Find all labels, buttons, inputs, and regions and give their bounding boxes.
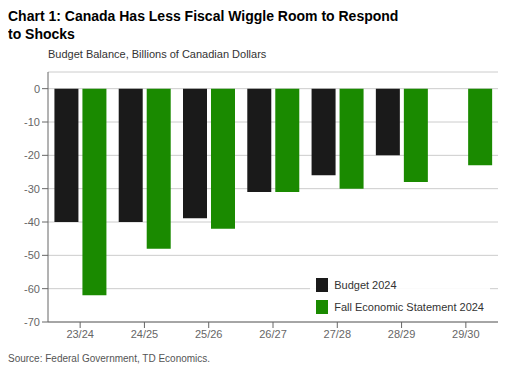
html-text:Source: Federal Government, TD: Source: Federal Government, TD Economics…	[8, 353, 211, 364]
svg-text:28/29: 28/29	[388, 328, 416, 340]
svg-text:29/30: 29/30	[452, 328, 480, 340]
svg-text:-30: -30	[24, 183, 40, 195]
svg-text:-70: -70	[24, 316, 40, 328]
html-text:Fall Economic Statement 2024: Fall Economic Statement 2024	[334, 301, 484, 313]
html-text:Budget 2024: Budget 2024	[334, 279, 397, 291]
svg-text:25/26: 25/26	[195, 328, 223, 340]
svg-text:-20: -20	[24, 149, 40, 161]
svg-text:23/24: 23/24	[66, 328, 94, 340]
svg-text:-10: -10	[24, 116, 40, 128]
svg-text:-60: -60	[24, 283, 40, 295]
html-text:Budget Balance, Billions of Ca: Budget Balance, Billions of Canadian Dol…	[48, 48, 267, 60]
svg-text:-40: -40	[24, 216, 40, 228]
svg-text:27/28: 27/28	[324, 328, 352, 340]
svg-text:26/27: 26/27	[259, 328, 287, 340]
svg-text:-50: -50	[24, 249, 40, 261]
svg-text:24/25: 24/25	[131, 328, 159, 340]
html-text:Chart 1: Canada Has Less Fisca: Chart 1: Canada Has Less Fiscal Wiggle R…	[8, 8, 399, 42]
svg-text:0: 0	[34, 83, 40, 95]
